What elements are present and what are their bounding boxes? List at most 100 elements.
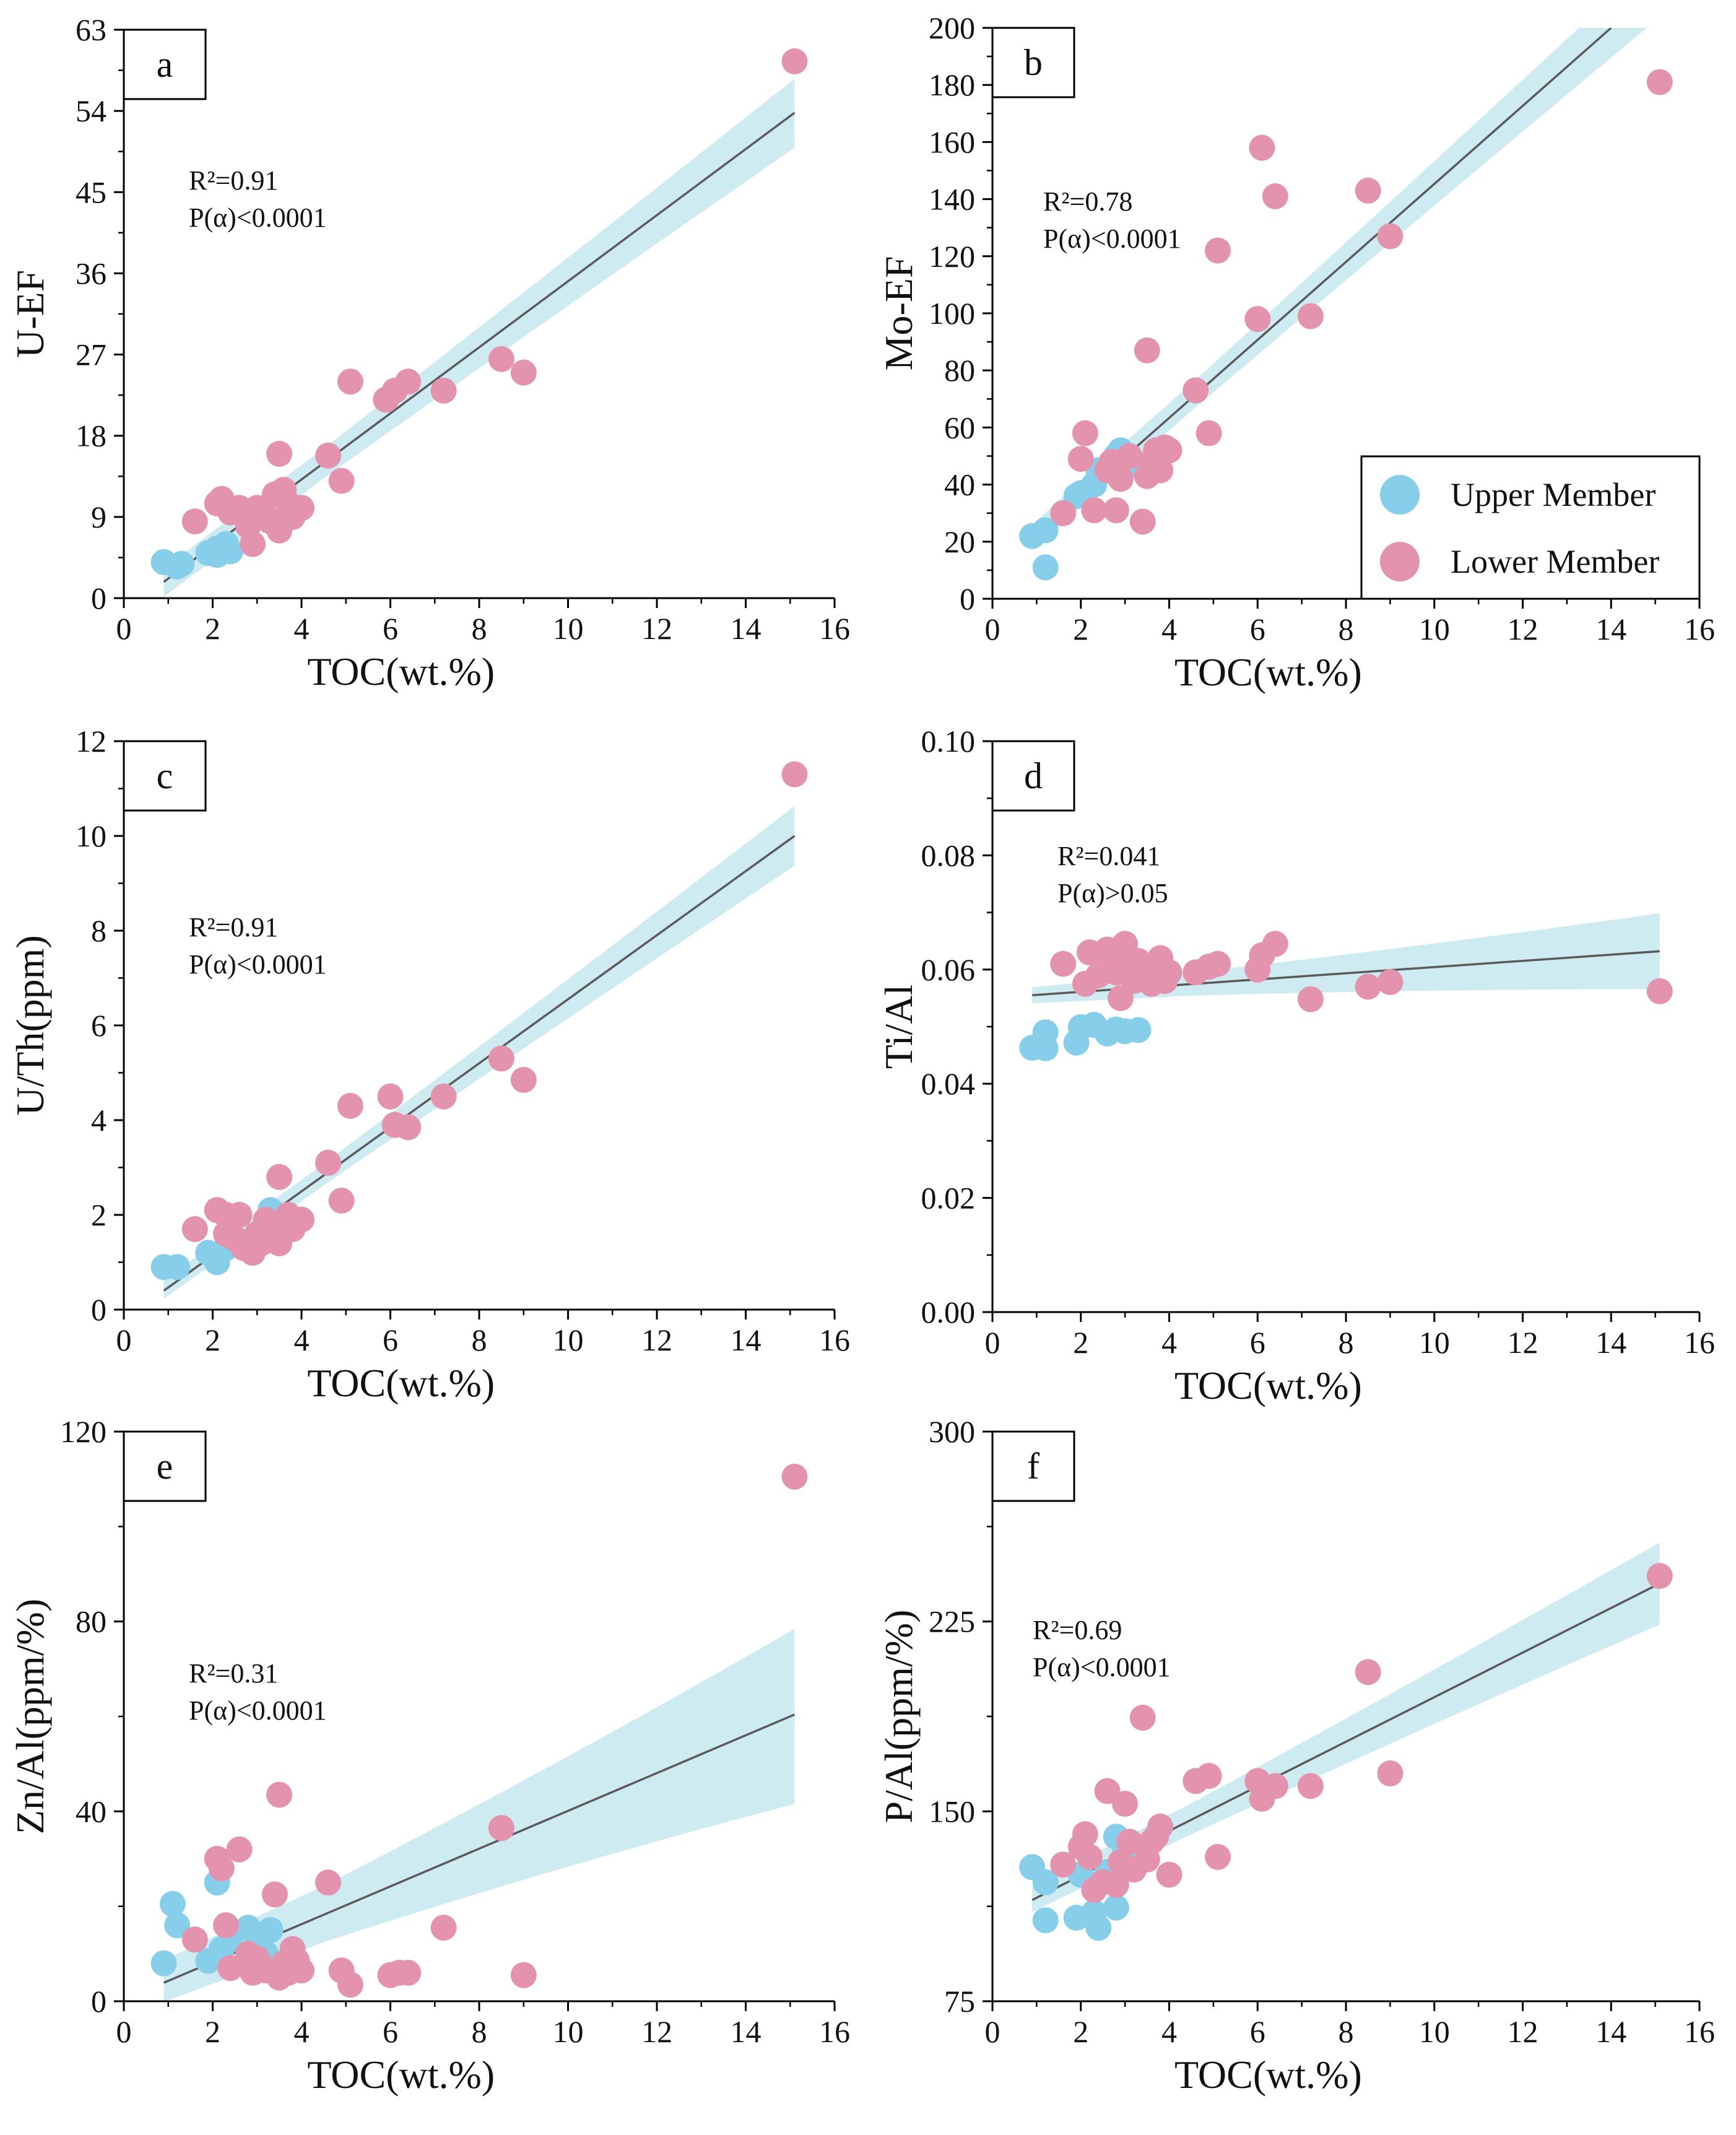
lower-member-point	[1377, 969, 1404, 996]
y-tick-label: 10	[76, 819, 106, 853]
x-tick-label: 0	[985, 612, 1000, 646]
x-axis-title: TOC(wt.%)	[307, 2053, 495, 2097]
y-tick-label: 80	[944, 353, 975, 388]
upper-member-point	[150, 1950, 177, 1976]
y-tick-label: 180	[929, 67, 975, 102]
lower-member-point	[1112, 1791, 1139, 1817]
upper-member-point	[1103, 1894, 1129, 1921]
p-value-annotation: P(α)<0.0001	[189, 202, 327, 233]
y-tick-label: 45	[76, 175, 106, 209]
y-tick-label: 0.00	[921, 1295, 976, 1329]
lower-member-point	[1081, 497, 1108, 524]
lower-member-point	[1297, 986, 1324, 1012]
y-tick-label: 12	[76, 724, 106, 759]
y-tick-label: 120	[929, 239, 975, 274]
lower-member-point	[1355, 177, 1381, 204]
lower-member-point	[1072, 1821, 1098, 1848]
upper-member-point	[1032, 517, 1059, 544]
upper-member-point	[164, 1912, 191, 1939]
p-value-annotation: P(α)<0.0001	[189, 1695, 327, 1726]
lower-member-point	[781, 48, 808, 74]
lower-member-point	[266, 440, 293, 467]
y-axis-title: U/Th(ppm)	[8, 935, 52, 1116]
x-tick-label: 6	[1250, 1325, 1265, 1360]
panel-label-box	[991, 1430, 1075, 1502]
lower-member-point	[1050, 500, 1077, 526]
y-tick-label: 27	[76, 337, 106, 372]
chart-panel-a: 0 2 4 6 8 10 12 14 16 0 9 18 27 36 45 54 63 TOC(wt.%) U-EF…	[8, 12, 850, 694]
x-tick-label: 8	[472, 611, 487, 646]
y-tick-label: 0.06	[921, 952, 976, 987]
lower-member-point	[1147, 1813, 1174, 1840]
x-tick-label: 0	[116, 2014, 132, 2049]
lower-member-point	[1156, 1861, 1183, 1888]
upper-member-point	[1032, 1907, 1059, 1934]
x-tick-label: 4	[1161, 1325, 1177, 1360]
y-tick-label: 18	[76, 419, 106, 453]
lower-member-point	[430, 377, 457, 404]
x-tick-label: 14	[731, 611, 762, 646]
lower-member-point	[337, 368, 363, 395]
x-tick-label: 14	[1595, 2014, 1626, 2049]
lower-member-point	[430, 1915, 457, 1941]
confidence-band	[163, 79, 795, 597]
x-tick-label: 4	[294, 1323, 310, 1357]
lower-member-point	[1116, 443, 1143, 469]
y-tick-label: 80	[76, 1604, 106, 1639]
x-tick-label: 8	[472, 1323, 487, 1357]
upper-member-point	[257, 1917, 284, 1943]
x-axis-title: TOC(wt.%)	[1174, 2053, 1362, 2097]
y-axis-title: U-EF	[8, 270, 52, 358]
y-tick-label: 40	[944, 467, 975, 502]
legend-label: Lower Member	[1451, 543, 1659, 580]
lower-member-point	[240, 531, 266, 557]
lower-member-point	[510, 1067, 537, 1093]
lower-member-point	[1156, 959, 1183, 986]
x-tick-label: 16	[819, 2014, 850, 2049]
panel-label-box	[991, 740, 1075, 812]
lower-member-point	[213, 1912, 239, 1939]
lower-member-point	[1244, 306, 1271, 333]
p-value-annotation: P(α)<0.0001	[1033, 1652, 1171, 1682]
r-squared-annotation: R²=0.91	[189, 165, 278, 196]
y-tick-label: 0.08	[921, 838, 976, 872]
p-value-annotation: P(α)>0.05	[1057, 878, 1168, 908]
x-tick-label: 8	[1339, 612, 1354, 646]
lower-member-point	[1147, 457, 1174, 484]
lower-member-point	[395, 1960, 422, 1986]
x-axis-title: TOC(wt.%)	[307, 1361, 495, 1405]
x-tick-label: 0	[985, 1325, 1000, 1360]
upper-member-point	[1032, 554, 1059, 581]
lower-member-point	[1103, 497, 1129, 524]
lower-member-point	[1129, 508, 1156, 535]
legend: Upper Member Lower Member	[1360, 455, 1701, 600]
lower-member-point	[266, 1163, 293, 1190]
x-tick-label: 8	[1339, 2014, 1354, 2049]
lower-member-point	[1116, 1828, 1143, 1855]
y-tick-label: 0.02	[921, 1181, 976, 1215]
lower-member-point	[337, 1972, 363, 1998]
lower-member-point	[1129, 1705, 1156, 1731]
lower-member-point	[1067, 446, 1094, 472]
p-value-annotation: P(α)<0.0001	[189, 949, 327, 980]
lower-member-point	[1134, 337, 1160, 363]
lower-member-point	[1355, 973, 1381, 1000]
y-tick-label: 0	[91, 581, 106, 615]
panel-label-box	[123, 28, 207, 100]
lower-member-point	[1262, 1773, 1288, 1799]
y-tick-label: 75	[944, 1984, 975, 2019]
y-tick-label: 0.04	[921, 1066, 976, 1101]
x-tick-label: 14	[1595, 612, 1626, 646]
x-tick-label: 12	[641, 611, 672, 646]
r-squared-annotation: R²=0.69	[1033, 1615, 1122, 1645]
lower-member-point	[1297, 303, 1324, 329]
upper-member-point	[217, 538, 244, 565]
y-tick-label: 8	[91, 913, 106, 948]
y-tick-label: 0.10	[921, 724, 976, 759]
lower-member-point	[1205, 950, 1231, 977]
x-tick-label: 2	[1073, 1325, 1088, 1360]
lower-member-point	[208, 1855, 235, 1882]
panel-label: b	[1024, 42, 1043, 83]
x-tick-label: 12	[641, 1323, 672, 1357]
